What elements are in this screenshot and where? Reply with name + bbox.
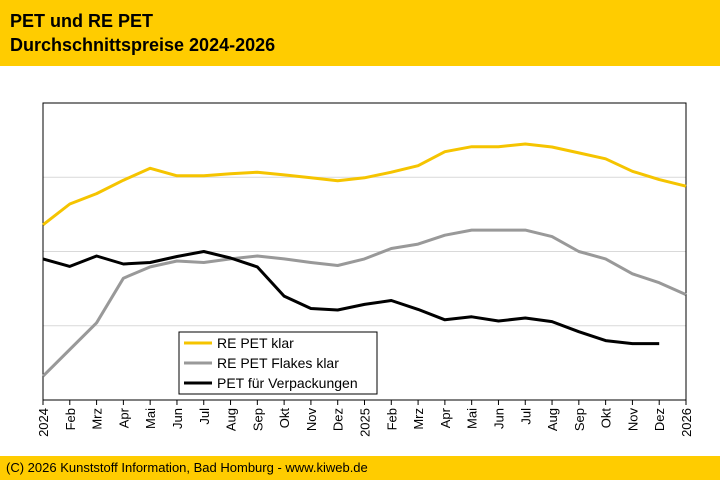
x-tick-label: Jun <box>170 408 185 429</box>
x-tick-label: Dez <box>652 408 667 431</box>
x-tick-label: 2025 <box>358 408 373 437</box>
legend-label: PET für Verpackungen <box>217 375 358 391</box>
header-bar: PET und RE PET Durchschnittspreise 2024-… <box>0 0 720 66</box>
series-line <box>42 250 660 346</box>
x-tick-label: Okt <box>277 408 292 429</box>
legend-label: RE PET Flakes klar <box>217 355 339 371</box>
x-tick-label: Mrz <box>90 408 105 430</box>
x-tick-label: Feb <box>63 408 78 430</box>
x-tick-label: Aug <box>545 408 560 431</box>
x-axis-labels: 2024 Feb Mrz Apr Mai Jun Jul Aug Sep Okt Nov Dez 202… <box>36 407 694 437</box>
x-tick-label: Sep <box>572 408 587 431</box>
x-tick-label: Aug <box>224 408 239 431</box>
chart-area: 2024 Feb Mrz Apr Mai Jun Jul Aug Sep Okt Nov Dez 202… <box>0 66 720 456</box>
chart-subtitle: Durchschnittspreise 2024-2026 <box>10 35 276 55</box>
x-tick-label: Dez <box>331 408 346 431</box>
x-tick-label: Mai <box>465 408 480 429</box>
x-tick-label: 2024 <box>36 408 51 437</box>
copyright-text: (C) 2026 Kunststoff Information, Bad Hom… <box>6 460 368 475</box>
x-tick-label: Okt <box>599 408 614 429</box>
line-chart: 2024 Feb Mrz Apr Mai Jun Jul Aug Sep Okt Nov Dez 202… <box>36 102 694 437</box>
chart-title: PET und RE PET <box>10 11 154 31</box>
x-axis-ticks <box>42 400 687 405</box>
series-lines <box>41 142 687 378</box>
x-tick-label: Apr <box>438 407 453 428</box>
x-tick-label: Jun <box>491 408 506 429</box>
x-tick-label: Jul <box>197 408 212 425</box>
x-tick-label: Apr <box>116 407 131 428</box>
x-tick-label: Jul <box>518 408 533 425</box>
x-tick-label: Nov <box>625 408 640 432</box>
series-line <box>42 142 687 226</box>
series-line <box>41 228 687 378</box>
x-tick-label: 2026 <box>679 408 694 437</box>
x-tick-label: Mrz <box>411 408 426 430</box>
legend: RE PET klar RE PET Flakes klar PET für Ver… <box>178 331 378 395</box>
legend-label: RE PET klar <box>217 335 294 351</box>
x-tick-label: Sep <box>250 408 265 431</box>
x-tick-label: Nov <box>304 408 319 432</box>
x-tick-label: Mai <box>143 408 158 429</box>
x-tick-label: Feb <box>384 408 399 430</box>
footer-bar: (C) 2026 Kunststoff Information, Bad Hom… <box>0 456 720 480</box>
